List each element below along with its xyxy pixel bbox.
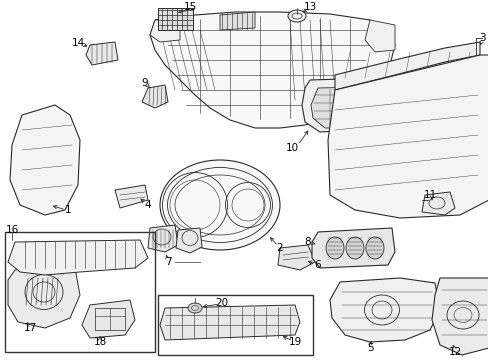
Polygon shape bbox=[148, 225, 178, 252]
Text: 14: 14 bbox=[71, 38, 84, 48]
Polygon shape bbox=[8, 260, 80, 328]
Ellipse shape bbox=[346, 237, 363, 259]
Polygon shape bbox=[310, 87, 371, 128]
Polygon shape bbox=[86, 42, 118, 65]
Bar bbox=[95, 308, 125, 330]
Text: 6: 6 bbox=[314, 260, 321, 270]
Polygon shape bbox=[327, 55, 488, 218]
Polygon shape bbox=[150, 20, 180, 42]
Ellipse shape bbox=[187, 303, 202, 313]
Text: 4: 4 bbox=[144, 200, 151, 210]
Polygon shape bbox=[160, 305, 299, 340]
Text: 16: 16 bbox=[5, 225, 19, 235]
Text: 5: 5 bbox=[366, 343, 372, 353]
Text: 11: 11 bbox=[423, 190, 436, 200]
Text: 2: 2 bbox=[276, 243, 283, 253]
Polygon shape bbox=[302, 78, 379, 132]
Polygon shape bbox=[364, 20, 394, 52]
Text: 1: 1 bbox=[64, 205, 71, 215]
Polygon shape bbox=[421, 192, 454, 215]
Bar bbox=[158, 8, 193, 30]
Ellipse shape bbox=[365, 237, 383, 259]
Text: 12: 12 bbox=[447, 347, 461, 357]
Ellipse shape bbox=[287, 10, 305, 22]
Text: 17: 17 bbox=[23, 323, 37, 333]
Text: 3: 3 bbox=[478, 33, 484, 43]
Polygon shape bbox=[150, 12, 394, 128]
Text: 10: 10 bbox=[285, 143, 298, 153]
Text: 9: 9 bbox=[142, 78, 148, 88]
Polygon shape bbox=[176, 228, 202, 253]
Text: 20: 20 bbox=[215, 298, 228, 308]
Polygon shape bbox=[278, 245, 314, 270]
Polygon shape bbox=[431, 278, 488, 355]
Bar bbox=[5, 232, 155, 352]
Ellipse shape bbox=[160, 160, 280, 250]
Polygon shape bbox=[10, 105, 80, 215]
Ellipse shape bbox=[325, 237, 343, 259]
Text: 8: 8 bbox=[304, 237, 311, 247]
Text: 15: 15 bbox=[183, 2, 196, 12]
Polygon shape bbox=[334, 42, 479, 90]
Bar bbox=[158, 295, 312, 355]
Text: 18: 18 bbox=[93, 337, 106, 347]
Polygon shape bbox=[142, 85, 168, 108]
Text: 19: 19 bbox=[288, 337, 301, 347]
Polygon shape bbox=[8, 240, 148, 275]
Polygon shape bbox=[311, 228, 394, 268]
Polygon shape bbox=[329, 278, 439, 342]
Polygon shape bbox=[220, 12, 254, 30]
Text: 13: 13 bbox=[303, 2, 316, 12]
Text: 7: 7 bbox=[164, 257, 171, 267]
Polygon shape bbox=[115, 185, 148, 208]
Polygon shape bbox=[82, 300, 135, 338]
